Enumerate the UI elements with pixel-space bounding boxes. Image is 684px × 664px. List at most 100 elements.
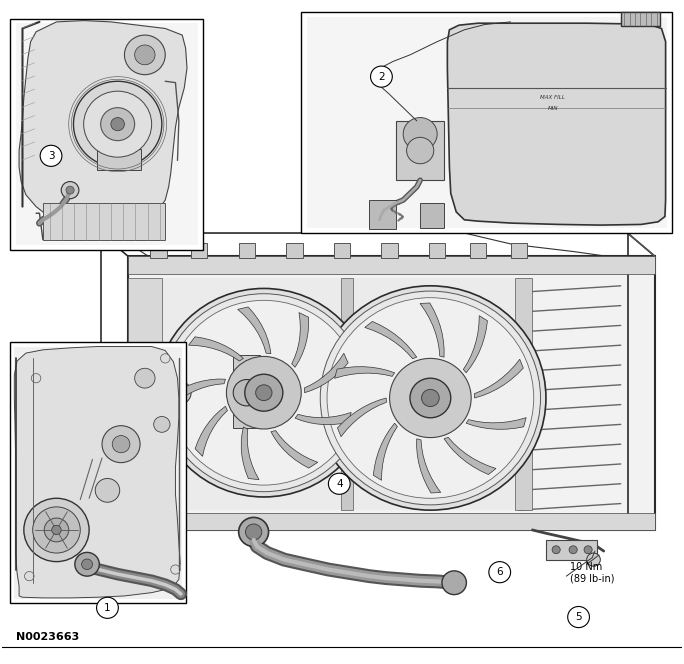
Circle shape: [161, 354, 170, 363]
Circle shape: [245, 374, 283, 411]
Polygon shape: [373, 423, 397, 480]
Bar: [369, 200, 397, 229]
Polygon shape: [291, 313, 308, 367]
Polygon shape: [334, 367, 395, 378]
Circle shape: [568, 606, 590, 627]
Circle shape: [66, 186, 74, 194]
Polygon shape: [14, 347, 180, 598]
Circle shape: [52, 525, 62, 535]
Text: 1: 1: [104, 603, 111, 613]
Bar: [10, 19, 202, 250]
Polygon shape: [241, 427, 259, 479]
Bar: [382, 243, 398, 258]
Bar: [420, 203, 444, 228]
Circle shape: [154, 416, 170, 432]
Text: N0023663: N0023663: [16, 632, 79, 642]
Bar: [128, 256, 655, 530]
Bar: [191, 243, 207, 258]
Text: 5: 5: [575, 612, 582, 622]
Circle shape: [315, 286, 546, 510]
Circle shape: [371, 66, 393, 87]
Circle shape: [403, 118, 437, 151]
Polygon shape: [474, 359, 523, 398]
Circle shape: [167, 381, 191, 404]
Polygon shape: [19, 21, 187, 228]
Polygon shape: [237, 307, 271, 354]
Polygon shape: [420, 303, 444, 357]
Circle shape: [442, 571, 466, 595]
Circle shape: [135, 45, 155, 65]
Circle shape: [62, 181, 79, 199]
Bar: [306, 17, 667, 228]
Bar: [515, 278, 532, 510]
Text: MAX FILL: MAX FILL: [540, 95, 565, 100]
Circle shape: [124, 35, 166, 74]
Circle shape: [157, 288, 371, 497]
Bar: [128, 256, 655, 274]
Bar: [334, 243, 350, 258]
Circle shape: [569, 546, 577, 554]
Polygon shape: [304, 353, 348, 392]
Polygon shape: [463, 315, 488, 373]
Circle shape: [584, 546, 592, 554]
Circle shape: [40, 145, 62, 167]
Circle shape: [174, 387, 184, 398]
Text: 2: 2: [378, 72, 384, 82]
Bar: [128, 513, 655, 530]
Bar: [546, 540, 597, 560]
Circle shape: [83, 91, 152, 157]
Bar: [239, 243, 255, 258]
Polygon shape: [189, 337, 244, 361]
Text: 3: 3: [48, 151, 54, 161]
Bar: [233, 355, 261, 428]
Circle shape: [81, 559, 92, 570]
Bar: [470, 243, 486, 258]
Circle shape: [587, 553, 601, 566]
Polygon shape: [466, 418, 526, 430]
Bar: [429, 243, 445, 258]
Circle shape: [328, 473, 350, 494]
Bar: [135, 278, 515, 510]
Circle shape: [256, 384, 272, 400]
Circle shape: [162, 293, 366, 491]
Circle shape: [406, 137, 434, 164]
Polygon shape: [295, 412, 351, 424]
Circle shape: [95, 479, 120, 502]
Bar: [97, 149, 142, 171]
Bar: [286, 243, 302, 258]
Circle shape: [239, 517, 269, 546]
Circle shape: [410, 378, 451, 418]
Circle shape: [44, 518, 68, 542]
Bar: [621, 12, 660, 26]
Circle shape: [552, 546, 560, 554]
Bar: [397, 121, 444, 180]
Text: 10 Nm
(89 lb-in): 10 Nm (89 lb-in): [570, 562, 614, 584]
Polygon shape: [444, 438, 496, 475]
Circle shape: [233, 380, 261, 406]
Bar: [341, 278, 353, 510]
Circle shape: [135, 369, 155, 388]
Bar: [128, 278, 162, 510]
Bar: [10, 342, 185, 602]
Bar: [16, 23, 198, 245]
Circle shape: [226, 357, 301, 429]
Text: MIN: MIN: [547, 106, 558, 112]
Bar: [14, 347, 182, 599]
Bar: [43, 203, 166, 240]
Circle shape: [327, 297, 534, 498]
Circle shape: [33, 507, 80, 553]
Circle shape: [390, 359, 471, 438]
Polygon shape: [195, 406, 228, 456]
Polygon shape: [417, 439, 440, 493]
Bar: [301, 12, 672, 233]
Text: 6: 6: [497, 567, 503, 577]
Polygon shape: [174, 379, 226, 403]
Circle shape: [102, 426, 140, 463]
Circle shape: [171, 565, 180, 574]
Text: 4: 4: [336, 479, 343, 489]
Polygon shape: [365, 321, 417, 359]
Bar: [510, 243, 527, 258]
Circle shape: [111, 118, 124, 131]
Circle shape: [421, 389, 439, 406]
Circle shape: [246, 524, 262, 540]
